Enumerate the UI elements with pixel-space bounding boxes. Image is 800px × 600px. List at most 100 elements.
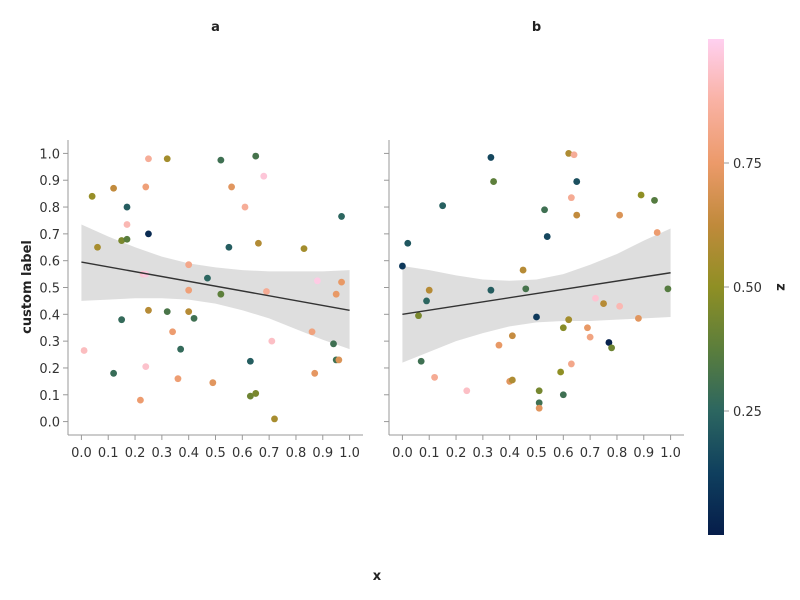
- x-tick-label: 0.3: [152, 446, 173, 461]
- scatter-point: [335, 356, 343, 364]
- scatter-point: [185, 261, 193, 269]
- scatter-point: [338, 213, 345, 220]
- scatter-point: [415, 312, 422, 320]
- y-tick-label: 0.8: [39, 201, 60, 216]
- scatter-point: [260, 172, 268, 180]
- y-tick-label: 0.4: [39, 308, 60, 323]
- scatter-point: [490, 178, 497, 185]
- scatter-point: [204, 274, 211, 282]
- colorbar-gradient: [708, 39, 724, 535]
- scatter-point: [145, 230, 152, 238]
- scatter-point: [225, 243, 233, 251]
- scatter-point: [308, 328, 316, 336]
- scatter-point: [118, 237, 126, 244]
- scatter-point: [190, 314, 198, 322]
- scatter-point: [559, 324, 567, 332]
- scatter-point: [268, 337, 276, 345]
- scatter-point: [522, 285, 530, 293]
- scatter-point: [508, 376, 516, 384]
- regression-line: [402, 272, 671, 316]
- facet-title: b: [532, 20, 541, 35]
- scatter-point: [463, 387, 471, 395]
- scatter-point: [508, 332, 516, 340]
- scatter-point: [535, 399, 543, 407]
- scatter-point: [163, 155, 171, 163]
- scatter-point: [425, 286, 433, 294]
- x-tick-label: 1.0: [339, 446, 360, 461]
- scatter-point: [332, 290, 340, 298]
- scatter-point: [246, 357, 254, 365]
- scatter-point: [300, 245, 308, 253]
- y-tick-label: 0.1: [39, 389, 60, 404]
- scatter-point: [142, 363, 150, 371]
- scatter-point: [567, 360, 575, 368]
- scatter-point: [142, 183, 150, 191]
- scatter-point: [314, 277, 321, 285]
- y-tick-label: 0.9: [39, 174, 60, 189]
- y-tick-label: 0.2: [39, 362, 60, 377]
- scatter-point: [533, 313, 540, 321]
- colorbar-tick-label: 0.25: [733, 405, 762, 420]
- scatter-point: [519, 266, 527, 274]
- scatter-point: [573, 211, 581, 219]
- x-tick-label: 0.0: [392, 446, 413, 461]
- x-axis-title: x: [373, 569, 382, 584]
- scatter-point: [118, 316, 126, 324]
- x-tick-label: 0.1: [98, 446, 119, 461]
- x-tick-label: 0.5: [526, 446, 547, 461]
- x-tick-label: 0.0: [71, 446, 92, 461]
- scatter-point: [616, 302, 624, 310]
- scatter-point: [255, 239, 262, 247]
- colorbar-title: z: [773, 283, 788, 291]
- scatter-point: [565, 316, 573, 324]
- x-tick-label: 0.9: [633, 446, 654, 461]
- scatter-point: [653, 229, 661, 236]
- scatter-point: [565, 150, 573, 157]
- scatter-point: [664, 285, 672, 293]
- scatter-point: [137, 396, 144, 404]
- scatter-point: [169, 328, 176, 336]
- x-tick-label: 0.6: [232, 446, 253, 461]
- scatter-point: [123, 221, 131, 228]
- scatter-point: [559, 391, 567, 399]
- x-tick-label: 0.9: [312, 446, 333, 461]
- x-tick-label: 0.2: [125, 446, 146, 461]
- scatter-point: [535, 404, 543, 412]
- scatter-point: [252, 390, 260, 397]
- scatter-point: [541, 206, 548, 214]
- y-tick-label: 0.7: [39, 228, 60, 243]
- colorbar-tick-label: 0.75: [733, 157, 762, 172]
- scatter-point: [635, 314, 642, 322]
- y-tick-label: 0.5: [39, 282, 60, 297]
- scatter-point: [177, 345, 185, 353]
- y-tick-label: 0.0: [39, 416, 60, 431]
- x-tick-label: 0.2: [446, 446, 467, 461]
- confidence-band: [402, 228, 671, 363]
- scatter-point: [535, 387, 543, 395]
- x-tick-label: 0.8: [286, 446, 307, 461]
- facet-title: a: [211, 20, 220, 35]
- y-tick-label: 0.3: [39, 335, 60, 350]
- scatter-point: [399, 262, 406, 270]
- scatter-point: [110, 184, 117, 192]
- x-tick-label: 0.7: [259, 446, 280, 461]
- scatter-point: [338, 278, 345, 286]
- scatter-point: [651, 196, 658, 204]
- scatter-point: [271, 415, 278, 423]
- scatter-point: [145, 155, 152, 163]
- x-tick-label: 0.4: [178, 446, 199, 461]
- x-tick-label: 0.8: [607, 446, 628, 461]
- x-tick-label: 0.3: [473, 446, 494, 461]
- scatter-point: [185, 308, 193, 316]
- scatter-point: [123, 235, 131, 243]
- scatter-point: [423, 297, 430, 305]
- scatter-point: [487, 154, 495, 161]
- scatter-point: [573, 178, 581, 185]
- scatter-point: [605, 339, 613, 346]
- scatter-point: [584, 324, 591, 332]
- scatter-point: [637, 191, 645, 199]
- scatter-point: [608, 344, 615, 352]
- scatter-point: [252, 152, 260, 160]
- scatter-point: [185, 286, 193, 294]
- x-tick-label: 0.5: [205, 446, 226, 461]
